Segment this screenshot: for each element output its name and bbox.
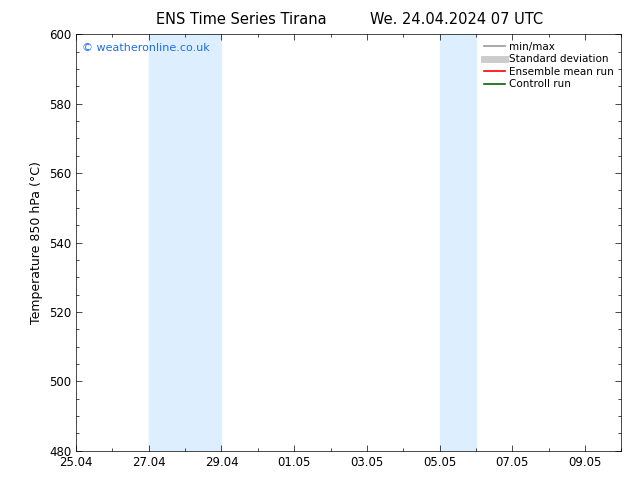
- Text: ENS Time Series Tirana: ENS Time Series Tirana: [155, 12, 327, 27]
- Legend: min/max, Standard deviation, Ensemble mean run, Controll run: min/max, Standard deviation, Ensemble me…: [482, 40, 616, 92]
- Y-axis label: Temperature 850 hPa (°C): Temperature 850 hPa (°C): [30, 161, 43, 324]
- Text: © weatheronline.co.uk: © weatheronline.co.uk: [82, 43, 209, 52]
- Text: We. 24.04.2024 07 UTC: We. 24.04.2024 07 UTC: [370, 12, 543, 27]
- Bar: [149, 34, 221, 451]
- Bar: [439, 34, 476, 451]
